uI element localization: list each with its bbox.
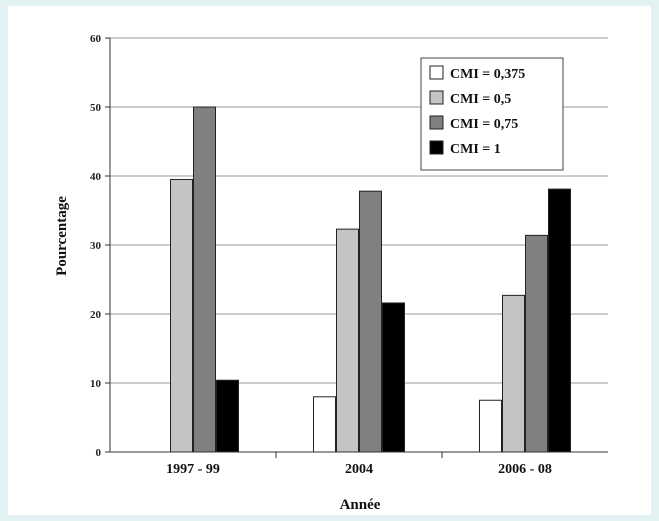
x-axis-categories: 1997 - 99 2004 2006 - 08: [166, 462, 552, 477]
y-tick-label: 0: [96, 447, 102, 459]
legend-label: CMI = 1: [450, 142, 501, 157]
y-tick-label: 10: [90, 378, 102, 390]
bar-0-1: [170, 178, 193, 453]
legend: CMI = 0,375 CMI = 0,5 CMI = 0,75 CMI = 1: [420, 57, 564, 171]
y-axis-ticks: 0 10 20 30 40 50 60: [90, 33, 110, 459]
legend-swatch: [429, 90, 444, 105]
bar-1-2: [359, 190, 382, 453]
bars: [170, 106, 571, 453]
legend-label: CMI = 0,5: [450, 92, 511, 107]
legend-label: CMI = 0,75: [450, 117, 518, 132]
x-category-label: 1997 - 99: [166, 462, 220, 477]
bar-2-1: [502, 294, 525, 453]
y-tick-label: 50: [90, 102, 102, 114]
axes: [109, 38, 608, 458]
y-axis-title: Pourcentage: [54, 196, 70, 276]
legend-label: CMI = 0,375: [450, 67, 525, 82]
y-tick-label: 30: [90, 240, 102, 252]
chart-frame: 0 10 20 30 40 50 60 1997 - 99 2004 2006 - 08 Pou…: [8, 6, 651, 515]
x-category-label: 2006 - 08: [498, 462, 552, 477]
bar-0-2: [193, 106, 216, 453]
bar-1-0: [313, 396, 336, 453]
x-category-label: 2004: [345, 462, 373, 477]
legend-box: [420, 57, 564, 171]
legend-swatch: [429, 115, 444, 130]
bar-2-0: [479, 399, 502, 453]
bar-1-1: [336, 228, 359, 453]
bar-0-3: [216, 379, 239, 453]
bar-1-3: [382, 302, 405, 453]
y-tick-label: 20: [90, 309, 102, 321]
y-tick-label: 60: [90, 33, 102, 45]
x-axis-title: Année: [340, 497, 381, 513]
bar-chart: 0 10 20 30 40 50 60 1997 - 99 2004 2006 - 08 Pou…: [54, 33, 608, 513]
bar-2-2: [525, 234, 548, 453]
legend-swatch: [429, 65, 444, 80]
y-tick-label: 40: [90, 171, 102, 183]
bar-2-3: [548, 188, 571, 453]
legend-swatch: [429, 140, 444, 155]
